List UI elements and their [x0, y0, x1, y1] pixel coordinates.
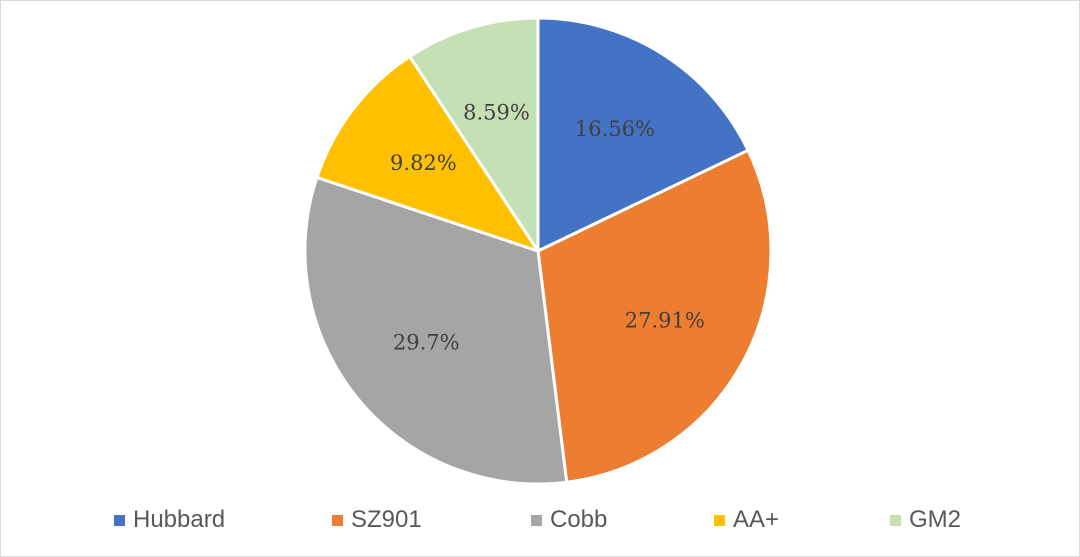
legend: Hubbard SZ901 Cobb AA+ GM2 — [0, 504, 1080, 536]
legend-item-sz901: SZ901 — [332, 504, 422, 536]
legend-label-aa-plus: AA+ — [733, 506, 780, 533]
legend-label-sz901: SZ901 — [351, 506, 422, 533]
legend-swatch-gm2 — [890, 514, 901, 526]
data-label-sz901: 27.91% — [625, 308, 705, 332]
pie-chart: 16.56% 27.91% 29.7% 9.82% 8.59% — [303, 16, 773, 486]
legend-item-aa-plus: AA+ — [714, 504, 779, 536]
pie-slice-aa-plus — [315, 54, 540, 253]
legend-item-cobb: Cobb — [531, 504, 607, 536]
data-label-hubbard: 16.56% — [575, 117, 655, 141]
legend-item-hubbard: Hubbard — [114, 504, 225, 536]
legend-swatch-sz901 — [332, 514, 343, 526]
pie-slice-hubbard — [536, 16, 750, 253]
data-label-gm2: 8.59% — [463, 101, 530, 125]
legend-label-cobb: Cobb — [550, 506, 608, 533]
legend-swatch-cobb — [531, 514, 542, 526]
legend-label-gm2: GM2 — [909, 506, 962, 533]
legend-swatch-hubbard — [114, 514, 125, 526]
legend-swatch-aa-plus — [714, 514, 725, 526]
legend-label-hubbard: Hubbard — [133, 506, 226, 533]
pie-slice-cobb — [303, 175, 569, 486]
data-label-aa-plus: 9.82% — [390, 151, 457, 175]
data-label-cobb: 29.7% — [393, 331, 460, 355]
pie-slice-gm2 — [408, 16, 540, 253]
legend-item-gm2: GM2 — [890, 504, 961, 536]
pie-slice-sz901 — [536, 148, 773, 484]
